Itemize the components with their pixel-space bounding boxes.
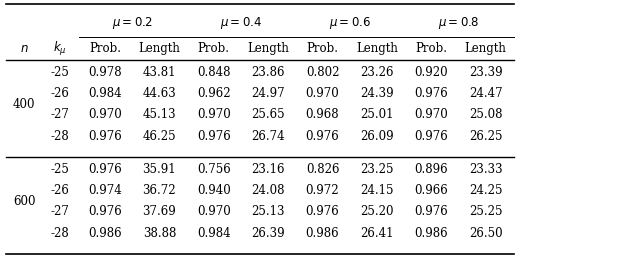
Text: 26.50: 26.50 <box>469 227 502 240</box>
Text: 0.976: 0.976 <box>88 130 122 143</box>
Text: 37.69: 37.69 <box>143 205 176 218</box>
Text: Length: Length <box>138 42 180 55</box>
Text: 600: 600 <box>13 195 35 208</box>
Text: 0.976: 0.976 <box>415 130 448 143</box>
Text: 23.16: 23.16 <box>252 163 285 176</box>
Text: 24.39: 24.39 <box>360 87 394 100</box>
Text: 0.940: 0.940 <box>197 184 230 197</box>
Text: 23.33: 23.33 <box>469 163 502 176</box>
Text: -28: -28 <box>51 227 70 240</box>
Text: 36.72: 36.72 <box>143 184 176 197</box>
Text: 44.63: 44.63 <box>143 87 176 100</box>
Text: 0.756: 0.756 <box>197 163 230 176</box>
Text: 24.47: 24.47 <box>469 87 502 100</box>
Text: 0.976: 0.976 <box>415 205 448 218</box>
Text: 25.20: 25.20 <box>360 205 394 218</box>
Text: 0.848: 0.848 <box>197 66 230 79</box>
Text: 24.08: 24.08 <box>252 184 285 197</box>
Text: 0.984: 0.984 <box>88 87 122 100</box>
Text: 400: 400 <box>13 98 35 111</box>
Text: Prob.: Prob. <box>307 42 339 55</box>
Text: 23.26: 23.26 <box>360 66 394 79</box>
Text: 0.984: 0.984 <box>197 227 230 240</box>
Text: 24.15: 24.15 <box>360 184 394 197</box>
Text: 25.65: 25.65 <box>252 108 285 121</box>
Text: $\mu = 0.8$: $\mu = 0.8$ <box>438 15 479 31</box>
Text: 0.976: 0.976 <box>88 205 122 218</box>
Text: $\mu = 0.4$: $\mu = 0.4$ <box>220 15 262 31</box>
Text: -26: -26 <box>51 184 70 197</box>
Text: -25: -25 <box>51 163 70 176</box>
Text: 0.970: 0.970 <box>415 108 448 121</box>
Text: 0.970: 0.970 <box>88 108 122 121</box>
Text: Prob.: Prob. <box>198 42 230 55</box>
Text: 0.970: 0.970 <box>197 108 230 121</box>
Text: 35.91: 35.91 <box>143 163 176 176</box>
Text: $k_\mu$: $k_\mu$ <box>53 40 67 58</box>
Text: 26.74: 26.74 <box>252 130 285 143</box>
Text: 0.986: 0.986 <box>306 227 339 240</box>
Text: 23.86: 23.86 <box>252 66 285 79</box>
Text: -27: -27 <box>51 205 70 218</box>
Text: 0.976: 0.976 <box>197 130 230 143</box>
Text: 25.01: 25.01 <box>360 108 394 121</box>
Text: -25: -25 <box>51 66 70 79</box>
Text: 0.976: 0.976 <box>306 130 339 143</box>
Text: 0.976: 0.976 <box>306 205 339 218</box>
Text: 45.13: 45.13 <box>143 108 176 121</box>
Text: 26.09: 26.09 <box>360 130 394 143</box>
Text: 0.972: 0.972 <box>306 184 339 197</box>
Text: Length: Length <box>465 42 507 55</box>
Text: 0.970: 0.970 <box>197 205 230 218</box>
Text: Prob.: Prob. <box>415 42 447 55</box>
Text: 0.826: 0.826 <box>306 163 339 176</box>
Text: 26.41: 26.41 <box>360 227 394 240</box>
Text: Length: Length <box>247 42 289 55</box>
Text: 0.970: 0.970 <box>306 87 339 100</box>
Text: 26.39: 26.39 <box>252 227 285 240</box>
Text: 26.25: 26.25 <box>469 130 502 143</box>
Text: 0.968: 0.968 <box>306 108 339 121</box>
Text: 0.896: 0.896 <box>415 163 448 176</box>
Text: 0.962: 0.962 <box>197 87 230 100</box>
Text: 0.976: 0.976 <box>88 163 122 176</box>
Text: 0.974: 0.974 <box>88 184 122 197</box>
Text: -27: -27 <box>51 108 70 121</box>
Text: -26: -26 <box>51 87 70 100</box>
Text: 0.966: 0.966 <box>415 184 448 197</box>
Text: 0.978: 0.978 <box>88 66 122 79</box>
Text: 24.25: 24.25 <box>469 184 502 197</box>
Text: 25.25: 25.25 <box>469 205 502 218</box>
Text: 23.25: 23.25 <box>360 163 394 176</box>
Text: 25.13: 25.13 <box>252 205 285 218</box>
Text: 23.39: 23.39 <box>469 66 502 79</box>
Text: 0.986: 0.986 <box>88 227 122 240</box>
Text: 0.920: 0.920 <box>415 66 448 79</box>
Text: 25.08: 25.08 <box>469 108 502 121</box>
Text: 46.25: 46.25 <box>143 130 176 143</box>
Text: 0.802: 0.802 <box>306 66 339 79</box>
Text: $\mu = 0.6$: $\mu = 0.6$ <box>329 15 371 31</box>
Text: Prob.: Prob. <box>89 42 121 55</box>
Text: 38.88: 38.88 <box>143 227 176 240</box>
Text: 43.81: 43.81 <box>143 66 176 79</box>
Text: $n$: $n$ <box>20 42 28 55</box>
Text: $\mu = 0.2$: $\mu = 0.2$ <box>111 15 153 31</box>
Text: 24.97: 24.97 <box>252 87 285 100</box>
Text: -28: -28 <box>51 130 70 143</box>
Text: 0.976: 0.976 <box>415 87 448 100</box>
Text: 0.986: 0.986 <box>415 227 448 240</box>
Text: Length: Length <box>356 42 398 55</box>
